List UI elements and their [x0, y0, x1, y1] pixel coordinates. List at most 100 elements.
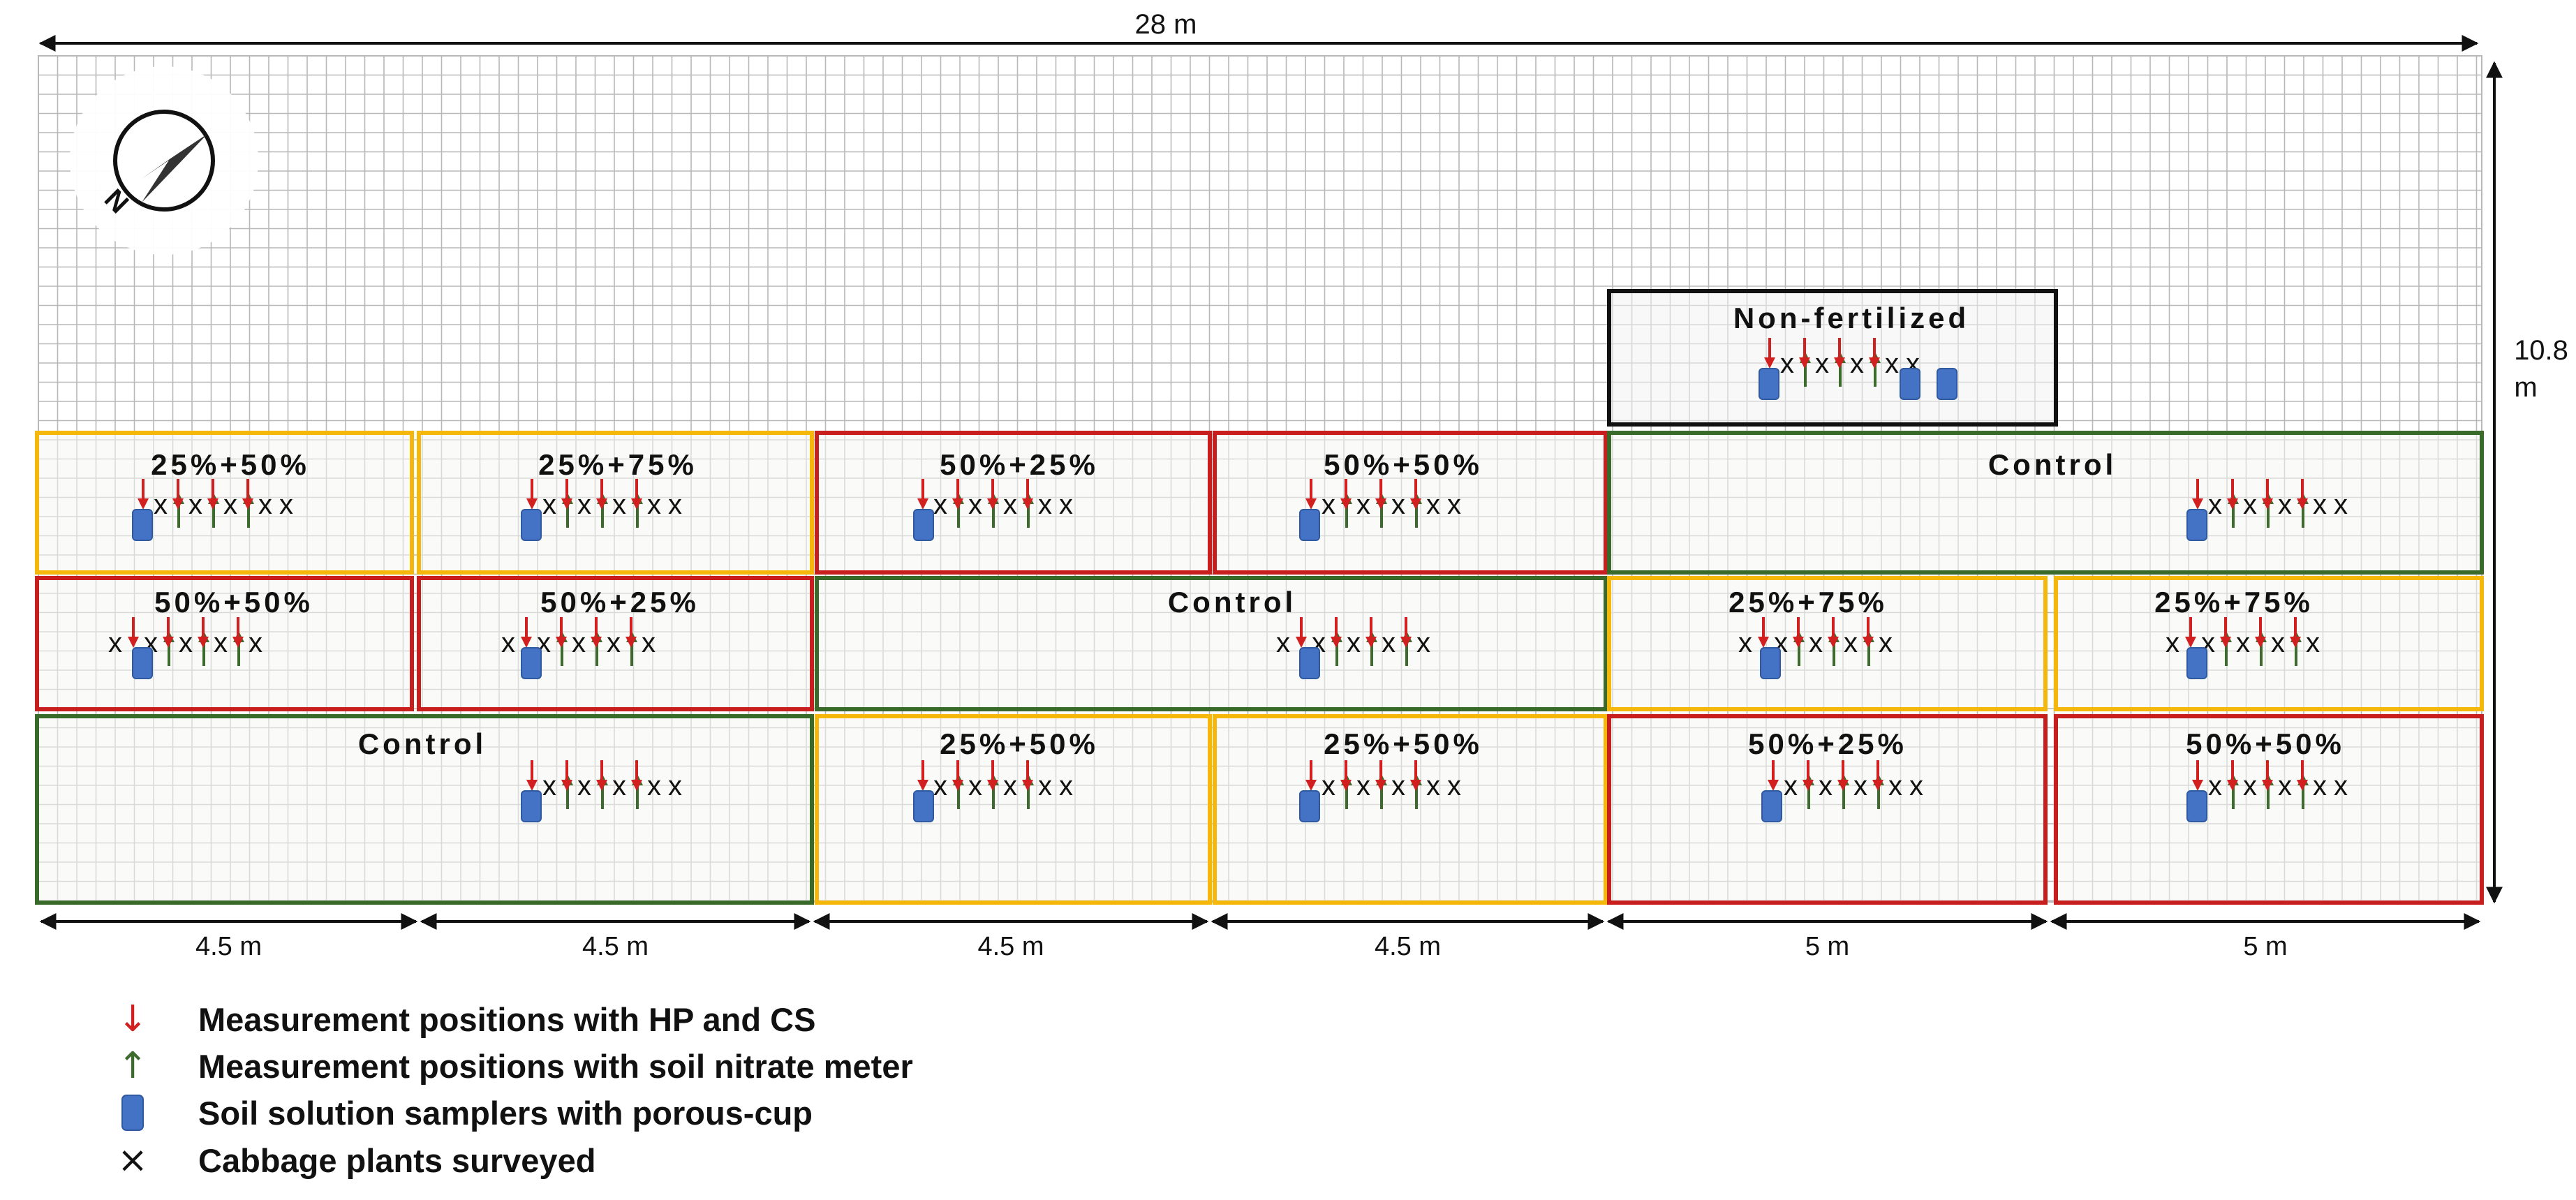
cabbage-plant-marker: x: [1347, 628, 1361, 658]
plot-r2c1: 50%+50%x x x x x: [35, 576, 414, 711]
dimension-annotations: 28 m 10.8 m: [38, 9, 2568, 904]
plot-label: 25%+50%: [151, 448, 310, 481]
plot-label: 50%+50%: [1324, 448, 1483, 481]
hp-cs-arrowhead: [561, 498, 572, 510]
legend-item: Soil solution samplers with porous-cup: [105, 1092, 813, 1134]
hp-cs-arrowhead: [987, 498, 998, 510]
cabbage-plant-marker: x: [1059, 771, 1073, 801]
legend-label: Measurement positions with soil nitrate …: [198, 1047, 913, 1085]
cabbage-plant-marker: x: [933, 771, 947, 801]
plot-border: [1607, 289, 2058, 427]
cabbage-plant-marker: x: [2278, 771, 2292, 801]
soil-sampler-icon: [2186, 790, 2207, 822]
cabbage-plant-marker: x: [612, 771, 626, 801]
soil-sampler-icon: [1760, 647, 1781, 679]
soil-sampler-icon: [1299, 647, 1320, 679]
cabbage-plant-marker: x: [642, 628, 656, 658]
plot-label: 50%+25%: [940, 448, 1099, 481]
hp-cs-arrowhead: [596, 780, 607, 791]
hp-cs-arrowhead: [1305, 780, 1317, 791]
hp-cs-arrowhead: [2262, 498, 2273, 510]
hp-cs-arrowhead: [207, 498, 219, 510]
hp-cs-arrowhead: [1375, 498, 1386, 510]
soil-sampler-icon: [1299, 790, 1320, 822]
cabbage-plant-marker: x: [1038, 771, 1052, 801]
plot-label: Non-fertilized: [1733, 302, 1969, 334]
cabbage-plant-marker: x: [1853, 771, 1867, 801]
cabbage-plant-marker: x: [933, 489, 947, 520]
cabbage-plant-marker: x: [2313, 771, 2327, 801]
hp-cs-arrowhead: [2227, 498, 2238, 510]
hp-cs-arrowhead: [952, 780, 963, 791]
hp-cs-arrowhead: [2192, 498, 2203, 510]
cabbage-plant-marker: x: [223, 489, 237, 520]
hp-cs-arrowhead: [521, 637, 532, 648]
cabbage-plant-marker: x: [668, 771, 682, 801]
cabbage-plant-marker: x: [1356, 771, 1370, 801]
hp-cs-arrowhead: [163, 637, 174, 648]
cabbage-plant-marker: x: [1809, 628, 1823, 658]
hp-cs-arrowhead: [631, 498, 642, 510]
cabbage-plant-marker: x: [542, 489, 556, 520]
cabbage-plant-marker: x: [1038, 489, 1052, 520]
soil-sampler-icon: [1937, 368, 1957, 400]
hp-cs-arrowhead: [1869, 357, 1880, 369]
soil-sampler-icon: [2186, 509, 2207, 541]
cabbage-plant-marker: x: [2306, 628, 2320, 658]
plot-r2c5: 25%+75%x x x x x: [2054, 576, 2484, 711]
cabbage-plant-marker: x: [577, 771, 591, 801]
plot-border: [1607, 714, 2048, 905]
red-down-arrow-icon: ↓: [117, 998, 148, 1040]
legend-item: ↑ Measurement positions with soil nitrate…: [105, 1045, 913, 1087]
plot-label: 50%+50%: [154, 586, 313, 618]
soil-sampler-icon: [2186, 647, 2207, 679]
cabbage-plant-marker: x: [647, 489, 661, 520]
plot-border: [1607, 576, 2048, 711]
cabbage-plant-marker: x: [1447, 771, 1461, 801]
cabbage-plant-marker: x: [1276, 628, 1290, 658]
cabbage-plant-marker: x: [1784, 771, 1798, 801]
hp-cs-arrowhead: [128, 637, 139, 648]
hp-cs-arrowhead: [1837, 780, 1849, 791]
plot-width-label: 5 m: [1805, 932, 1849, 961]
cabbage-plant-marker: x: [542, 771, 556, 801]
legend-item: × Cabbage plants surveyed: [105, 1139, 595, 1181]
cabbage-plant-marker: x: [249, 628, 262, 658]
cabbage-plant-marker: x: [1391, 771, 1405, 801]
plot-border: [2054, 714, 2484, 905]
hp-cs-arrowhead: [2227, 780, 2238, 791]
cabbage-plant-marker: x: [154, 489, 168, 520]
soil-sampler-icon: [521, 647, 542, 679]
cabbage-plant-marker: x: [1819, 771, 1833, 801]
cabbage-plant-marker: x: [179, 628, 193, 658]
cabbage-plant-marker: x: [668, 489, 682, 520]
cabbage-plant-marker: x: [1844, 628, 1858, 658]
cabbage-plant-marker: x: [2278, 489, 2292, 520]
cabbage-plant-marker: x: [1356, 489, 1370, 520]
legend-label: Measurement positions with HP and CS: [198, 1000, 816, 1038]
plot-border: [35, 431, 414, 575]
hp-cs-arrowhead: [232, 637, 244, 648]
plot-r3c5: 50%+50%x x x x x: [2054, 714, 2484, 905]
soil-sampler-icon: [132, 647, 153, 679]
cabbage-plant-marker: x: [1909, 771, 1923, 801]
cabbage-plant-marker: x: [2236, 628, 2250, 658]
total-height-unit: m: [2514, 372, 2537, 403]
hp-cs-arrowhead: [952, 498, 963, 510]
cabbage-plant-marker: x: [2208, 489, 2222, 520]
soil-sampler-icon: [1761, 790, 1782, 822]
plot-r3c4: 50%+25%x x x x x: [1607, 714, 2048, 905]
cabbage-plant-marker: x: [1879, 628, 1893, 658]
plot-r3c3: 25%+50%x x x x x: [1213, 714, 1608, 905]
plot-border: [815, 576, 1608, 711]
hp-cs-arrowhead: [242, 498, 253, 510]
cabbage-plant-marker: x: [572, 628, 586, 658]
cabbage-plant-marker: x: [1416, 628, 1430, 658]
soil-sampler-icon: [913, 509, 934, 541]
hp-cs-arrowhead: [591, 637, 602, 648]
hp-cs-arrowhead: [1340, 498, 1352, 510]
cabbage-plant-marker: x: [1738, 628, 1752, 658]
